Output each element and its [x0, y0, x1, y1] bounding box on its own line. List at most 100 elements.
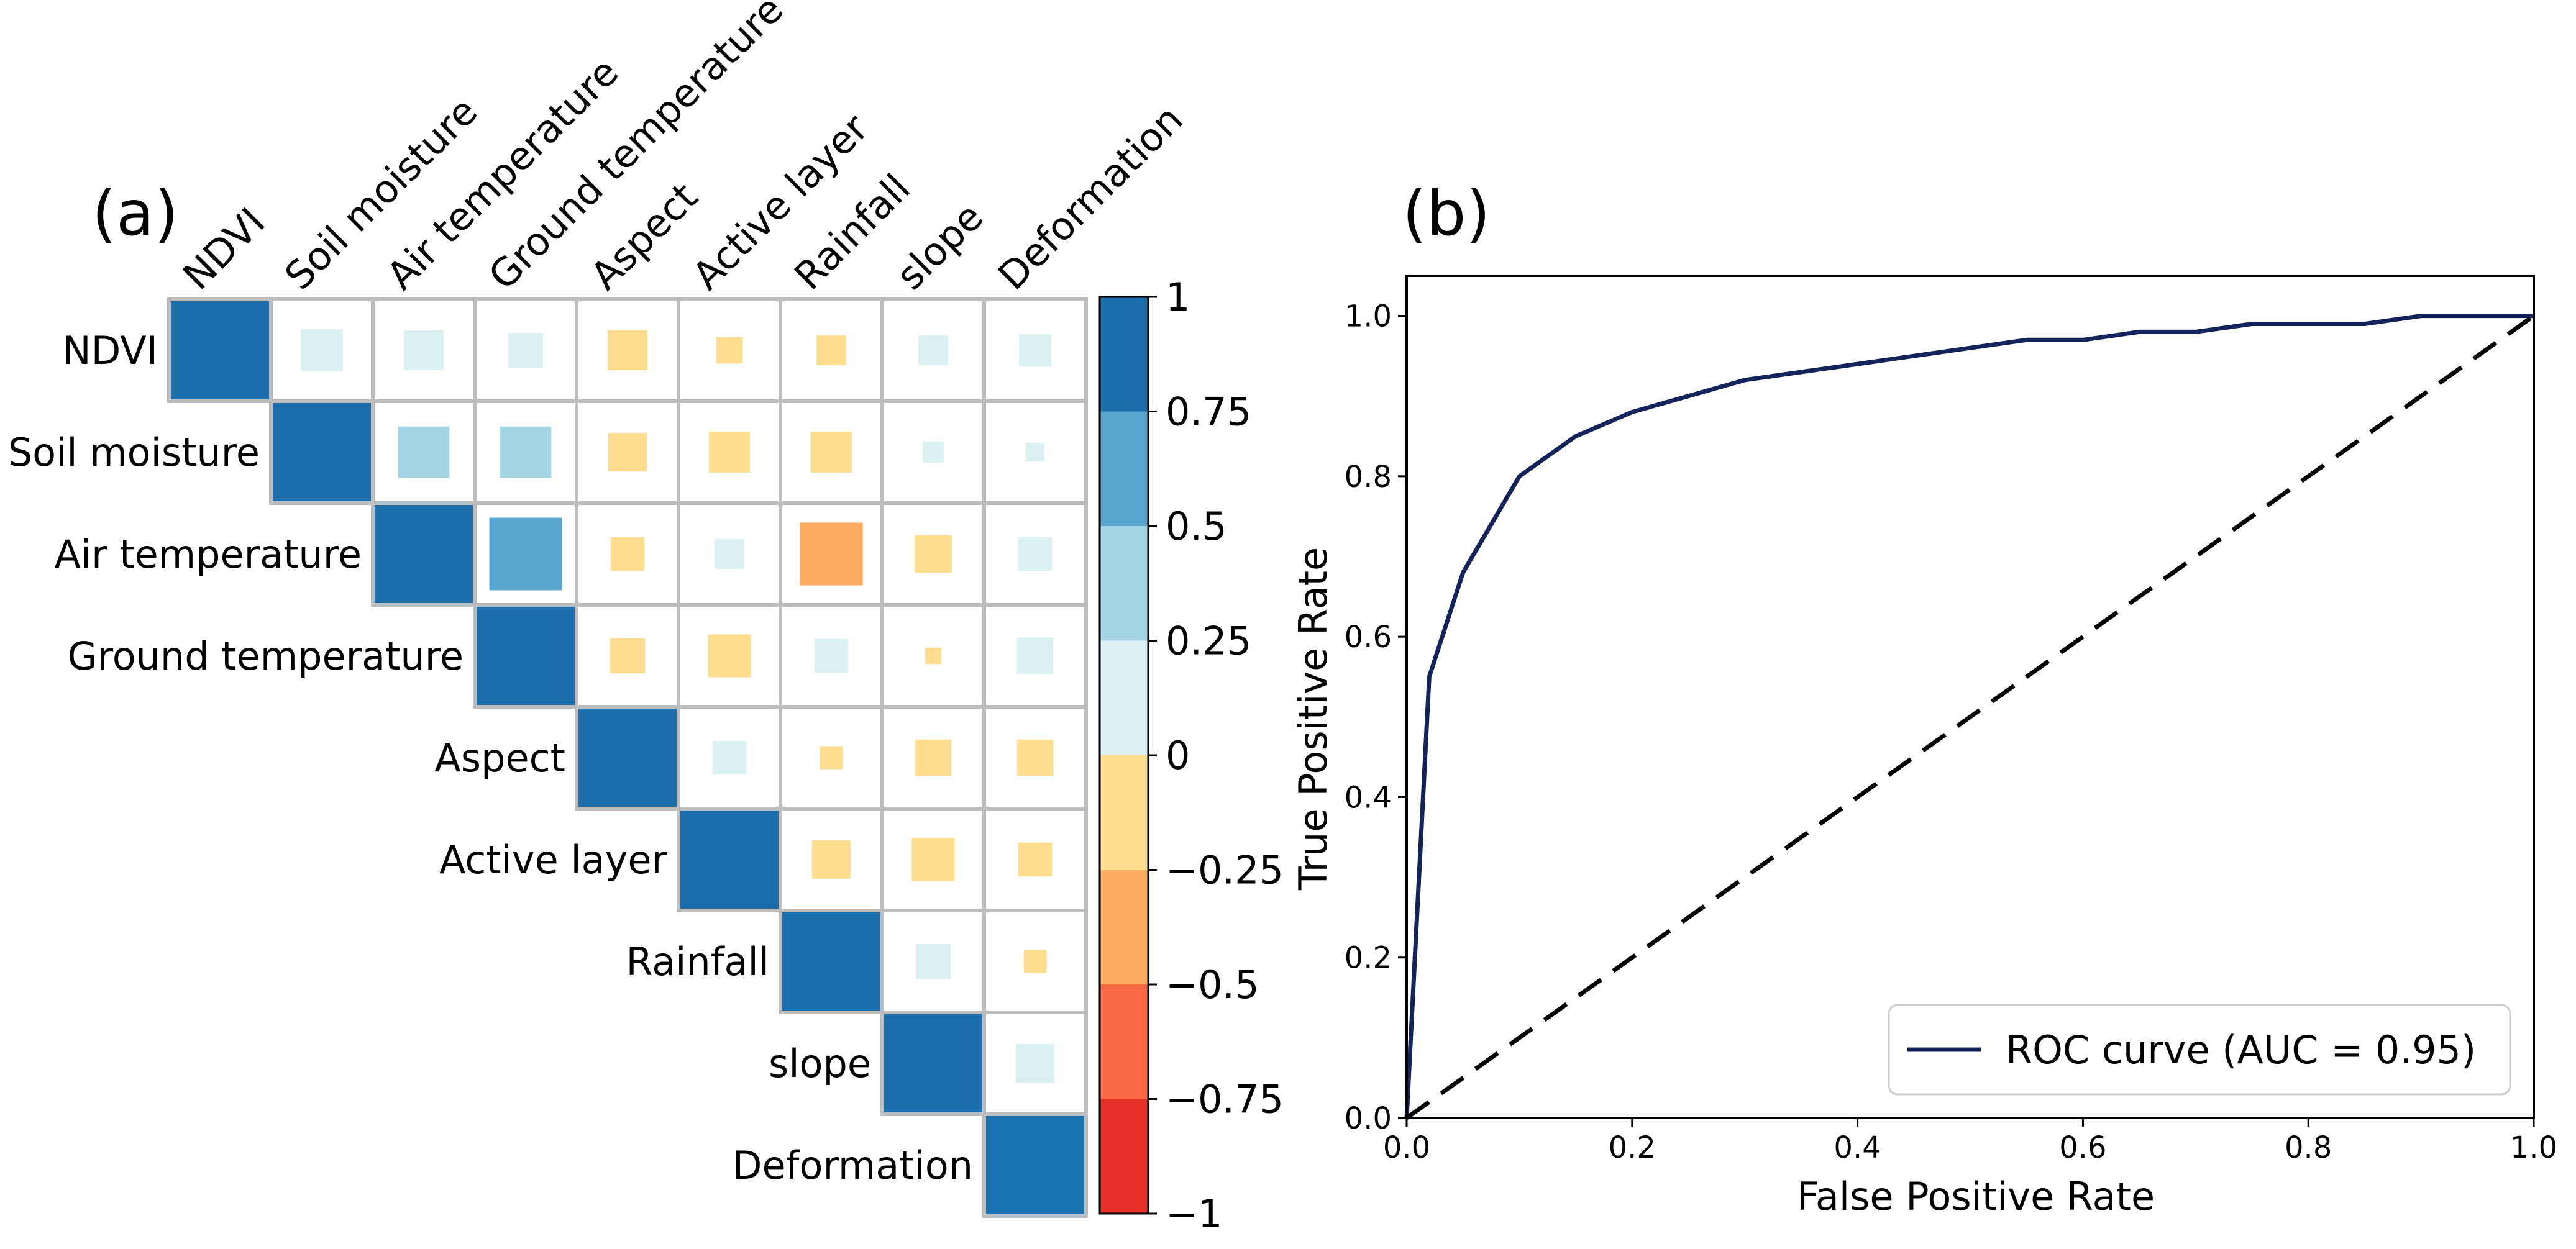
- correlation-square-r0-c5: [716, 337, 743, 364]
- correlation-square-r0-c3: [508, 332, 544, 368]
- y-tick-label: 0.4: [1345, 780, 1392, 815]
- colorbar-tick-label: 0.75: [1166, 389, 1251, 435]
- correlation-square-r3-c8: [1016, 637, 1054, 674]
- correlation-square-r1-c6: [811, 432, 852, 473]
- x-tick-label: 0.0: [1383, 1130, 1430, 1165]
- colorbar-segment: [1100, 1099, 1148, 1214]
- legend-label: ROC curve (AUC = 0.95): [2006, 1027, 2476, 1073]
- grid-cell-r8-c8: [982, 1112, 1088, 1218]
- correlation-square-r1-c7: [923, 442, 944, 463]
- colorbar-tick-label: 0.5: [1166, 504, 1227, 549]
- diagonal-cell-ndvi: [169, 299, 271, 401]
- correlation-square-r4-c8: [1016, 739, 1054, 776]
- row-labels: NDVI Soil moisture Air temperature Ground t…: [8, 328, 973, 1188]
- colorbar-segment: [1100, 870, 1148, 984]
- correlation-square-r2-c6: [800, 522, 863, 586]
- colorbar-segment: [1100, 297, 1148, 412]
- row-label: Ground temperature: [68, 634, 464, 679]
- diagonal-cell-air-temperature: [373, 503, 475, 605]
- colorbar-tick-label: −0.25: [1166, 848, 1284, 893]
- correlation-square-r1-c5: [709, 432, 750, 473]
- correlation-square-r0-c7: [918, 335, 948, 365]
- x-tick-label: 0.8: [2285, 1130, 2332, 1165]
- correlation-square-r0-c8: [1018, 334, 1052, 367]
- correlation-square-r7-c8: [1015, 1043, 1055, 1083]
- x-tick-label: 0.4: [1834, 1130, 1881, 1165]
- x-axis-label: False Positive Rate: [1797, 1174, 2155, 1219]
- column-label: Active layer: [683, 105, 877, 299]
- correlation-square-r5-c7: [911, 838, 955, 881]
- correlation-square-r2-c7: [914, 535, 952, 573]
- colorbar-segment: [1100, 984, 1148, 1099]
- correlation-square-r0-c4: [607, 330, 648, 371]
- row-label: Aspect: [434, 735, 565, 781]
- correlation-square-r5-c6: [811, 840, 851, 879]
- x-tick-label: 0.2: [1609, 1130, 1656, 1165]
- correlation-square-r0-c2: [403, 330, 444, 371]
- panel-a-label: (a): [92, 177, 178, 250]
- roc-plot-area: 0.0 0.2 0.4 0.6 0.8 1.0 0.0 0.2 0.4 0.6 0.8 1.0 ROC …: [1345, 275, 2557, 1165]
- x-tick-label: 0.6: [2059, 1130, 2106, 1165]
- heatmap-grid: [167, 297, 1088, 1218]
- roc-axes-frame: [1405, 275, 2535, 1119]
- correlation-square-r6-c8: [1023, 950, 1047, 973]
- colorbar-segment: [1100, 755, 1148, 870]
- correlation-square-r2-c3: [489, 517, 562, 591]
- y-tick-label: 1.0: [1345, 299, 1392, 334]
- correlation-square-r5-c8: [1018, 842, 1053, 877]
- colorbar-tick-label: −0.5: [1166, 962, 1259, 1007]
- correlation-square-r3-c4: [610, 638, 646, 674]
- diagonal-cell-soil-moisture: [271, 401, 373, 503]
- correlation-square-r0-c1: [301, 329, 343, 371]
- correlation-square-r2-c5: [715, 539, 744, 569]
- column-label: Deformation: [989, 96, 1191, 298]
- correlation-square-r3-c5: [708, 634, 751, 678]
- correlation-square-r2-c8: [1018, 537, 1053, 571]
- y-tick-label: 0.6: [1345, 620, 1392, 655]
- correlation-square-r0-c6: [816, 335, 846, 365]
- row-label: Deformation: [733, 1143, 973, 1188]
- row-label: Active layer: [439, 837, 668, 883]
- y-tick-label: 0.8: [1345, 460, 1392, 494]
- chance-diagonal-line: [1405, 314, 2536, 1120]
- diagonal-cell-deformation: [984, 1114, 1086, 1216]
- colorbar: 1 0.75 0.5 0.25 0 −0.25 −0.5 −0.75 −1: [1098, 275, 1284, 1237]
- correlation-square-r6-c7: [915, 943, 951, 979]
- y-tick-label: 0.0: [1345, 1101, 1392, 1136]
- roc-curve-line: [1404, 314, 2534, 1119]
- colorbar-segment: [1100, 526, 1148, 641]
- correlation-square-r4-c5: [712, 740, 747, 775]
- diagonal-cell-rainfall: [780, 911, 882, 1012]
- correlation-square-r2-c4: [610, 537, 645, 571]
- correlation-square-r1-c8: [1025, 442, 1045, 462]
- correlation-square-r4-c7: [915, 739, 952, 776]
- row-label: slope: [769, 1041, 871, 1086]
- colorbar-segment: [1100, 411, 1148, 526]
- diagonal-cell-ground-temperature: [475, 605, 577, 707]
- correlation-matrix-panel: (a) NDVI Soil moisture Air temperature Grou…: [8, 0, 1284, 1237]
- correlation-square-r3-c7: [925, 647, 942, 665]
- colorbar-tick-label: 0.25: [1166, 619, 1251, 664]
- row-label: Soil moisture: [8, 430, 260, 475]
- panel-b-label: (b): [1402, 177, 1491, 250]
- correlation-square-r1-c3: [500, 426, 552, 478]
- y-axis-label: True Positive Rate: [1290, 547, 1336, 891]
- diagonal-cell-aspect: [577, 707, 678, 809]
- correlation-square-r4-c6: [820, 746, 843, 770]
- colorbar-tick-label: 0: [1166, 733, 1190, 778]
- roc-panel: (b) 0.0 0.2 0.4 0.6 0.8 1.0 0.0 0.2 0.4 0.6 0.8 1.0…: [1290, 177, 2557, 1219]
- diagonal-cell-active-layer: [678, 809, 780, 911]
- row-label: Rainfall: [626, 939, 769, 984]
- row-label: Air temperature: [54, 532, 362, 577]
- diagonal-cell-slope: [882, 1012, 984, 1114]
- column-label: NDVI: [174, 199, 273, 298]
- correlation-square-r1-c2: [398, 426, 450, 478]
- colorbar-tick-label: −1: [1166, 1191, 1222, 1237]
- row-label: NDVI: [62, 328, 158, 373]
- colorbar-tick-label: −0.75: [1166, 1077, 1284, 1122]
- colorbar-segment: [1100, 640, 1148, 755]
- correlation-square-r1-c4: [608, 432, 647, 472]
- x-tick-label: 1.0: [2510, 1130, 2557, 1165]
